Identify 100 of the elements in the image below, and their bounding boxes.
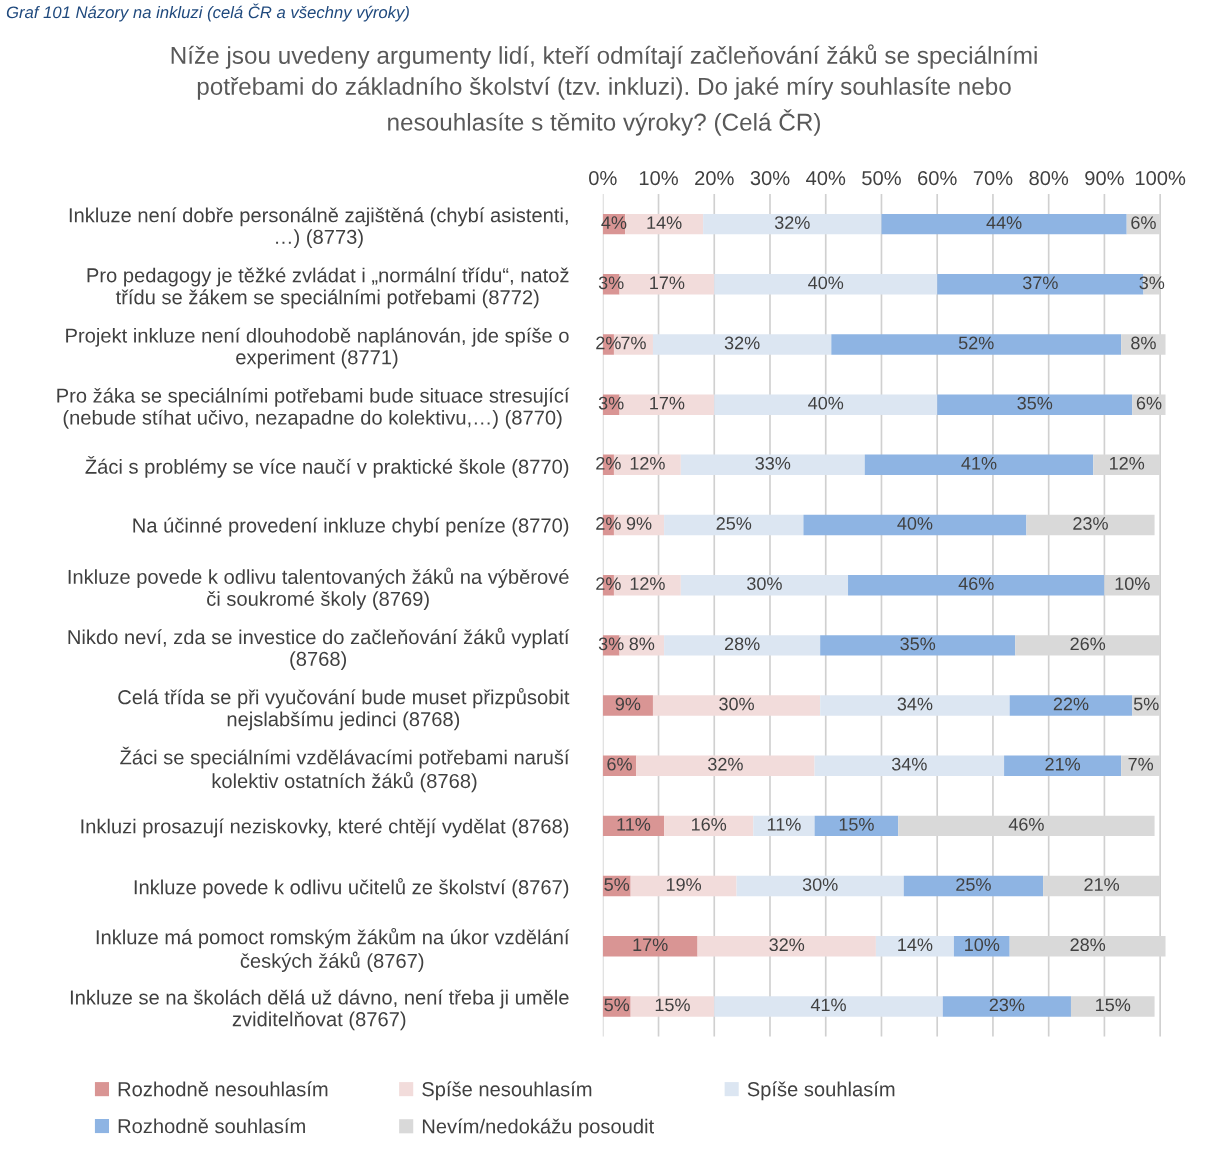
- data-label: 32%: [724, 336, 760, 350]
- data-label: 12%: [630, 577, 665, 590]
- legend-label: Rozhodně nesouhlasím: [118, 1081, 328, 1097]
- data-label: 34%: [897, 697, 933, 711]
- y-tick-label: Žáci s problémy se více naučí v praktické škole (8770): [85, 456, 569, 478]
- y-tick-label: Inkluzi prosazují neziskovky, které chtějí vydělat (8768): [81, 818, 569, 838]
- data-label: 6%: [1136, 396, 1162, 410]
- bar: [652, 695, 821, 716]
- y-tick-label: Inkluze má pomoct romským žákům na úkor vzdělání českých žáků (8767): [96, 927, 570, 972]
- y-tick-label: Pro žáka se speciálními potřebami bude situace stresující (nebude stíhat učivo, nezapadne do kolektivu,…) (8770): [57, 387, 570, 429]
- data-label: 2%: [596, 456, 621, 470]
- data-label: 52%: [958, 336, 994, 350]
- bar: [937, 394, 1133, 415]
- bar: [714, 996, 943, 1017]
- bar: [664, 514, 804, 536]
- data-label: 30%: [719, 697, 754, 711]
- data-label: 17%: [650, 276, 685, 290]
- legend-label: Spíše nesouhlasím: [422, 1081, 592, 1101]
- x-tick-label: 0%: [589, 170, 617, 186]
- data-label: 12%: [630, 456, 665, 470]
- data-label: 33%: [755, 456, 791, 470]
- bar: [630, 875, 737, 897]
- x-tick-label: 90%: [1085, 170, 1124, 186]
- x-tick-label: 30%: [750, 170, 790, 186]
- data-label: 7%: [621, 336, 646, 350]
- data-label: 6%: [1131, 216, 1156, 229]
- data-label: 2%: [596, 577, 621, 590]
- data-label: 8%: [629, 637, 655, 651]
- x-tick-label: 70%: [973, 170, 1013, 186]
- data-label: 17%: [650, 396, 685, 410]
- y-tick-label: Projekt inkluze není dlouhodobě naplánován, jde spíše o experiment (8771): [66, 327, 569, 369]
- bar: [848, 574, 1105, 596]
- y-tick-label: Inkluze se na školách dělá už dávno, není třeba ji uměle zviditelňovat (8767): [70, 989, 569, 1031]
- y-tick-label: Inkluze není dobře personálně zajištěná (chybí asistenti, …) (8773): [69, 207, 568, 249]
- data-label: 32%: [708, 757, 743, 771]
- data-label: 25%: [956, 878, 991, 891]
- data-label: 40%: [808, 276, 844, 290]
- data-label: 14%: [898, 938, 933, 952]
- data-label: 7%: [1128, 757, 1154, 771]
- legend-label: Rozhodně souhlasím: [118, 1118, 305, 1134]
- data-label: 30%: [802, 878, 838, 891]
- bar: [881, 213, 1127, 235]
- data-label: 32%: [774, 216, 810, 229]
- bar: [703, 213, 882, 235]
- bar: [664, 815, 754, 837]
- data-label: 21%: [1045, 757, 1081, 771]
- data-label: 2%: [596, 336, 621, 350]
- bar: [803, 514, 1027, 536]
- bar: [602, 936, 698, 957]
- x-tick-label: 100%: [1135, 170, 1186, 186]
- data-label: 6%: [607, 757, 632, 771]
- data-label: 34%: [891, 757, 927, 771]
- bar: [903, 875, 1044, 897]
- y-tick-label: Celá třída se při vyučování bude muset přizpůsobit nejslabšímu jedinci (8768): [118, 687, 570, 731]
- bar: [630, 996, 715, 1017]
- data-label: 2%: [596, 517, 621, 530]
- x-tick-label: 10%: [639, 170, 678, 186]
- bar: [664, 635, 821, 656]
- x-tick-label: 20%: [695, 170, 734, 186]
- bar: [680, 574, 849, 596]
- x-tick-label: 40%: [806, 170, 846, 186]
- data-label: 25%: [716, 517, 752, 530]
- data-label: 11%: [767, 818, 801, 831]
- legend-label: Nevím/nedokážu posoudit: [422, 1118, 654, 1138]
- bar: [714, 274, 938, 295]
- x-tick-label: 80%: [1029, 170, 1069, 186]
- data-label: 30%: [747, 577, 782, 591]
- data-label: 44%: [986, 216, 1022, 229]
- data-label: 28%: [724, 637, 760, 651]
- bar: [820, 635, 1016, 656]
- bar: [814, 755, 1005, 776]
- data-label: 17%: [633, 938, 668, 952]
- data-label: 40%: [808, 396, 844, 410]
- data-label: 5%: [604, 878, 630, 891]
- data-label: 3%: [1139, 276, 1165, 290]
- x-tick-label: 50%: [862, 170, 901, 186]
- y-tick-label: Pro pedagogy je těžké zvládat i „normální třídu“, natož třídu se žákem se speciálními potřebami (8772): [87, 267, 569, 309]
- bar: [1009, 695, 1133, 716]
- data-label: 22%: [1053, 697, 1089, 711]
- x-tick-label: 60%: [918, 170, 957, 186]
- bar: [697, 936, 876, 957]
- data-label: 9%: [626, 517, 652, 530]
- data-label: 46%: [958, 577, 994, 591]
- data-label: 15%: [1096, 998, 1131, 1012]
- data-label: 8%: [1131, 336, 1156, 350]
- bar: [864, 454, 1094, 476]
- data-label: 35%: [1017, 396, 1053, 410]
- data-label: 9%: [615, 697, 641, 711]
- data-label: 41%: [810, 998, 846, 1012]
- data-label: 40%: [897, 517, 933, 530]
- bar: [652, 334, 832, 355]
- data-label: 12%: [1110, 456, 1145, 470]
- bar: [680, 454, 865, 476]
- legend-label: Spíše souhlasím: [747, 1081, 895, 1101]
- data-label: 23%: [1073, 517, 1108, 530]
- data-label: 32%: [769, 938, 805, 952]
- data-label: 26%: [1070, 637, 1106, 651]
- data-label: 23%: [989, 998, 1025, 1012]
- data-label: 21%: [1084, 878, 1120, 891]
- y-tick-label: Inkluze povede k odlivu talentovaných žáků na výběrové či soukromé školy (8769): [68, 567, 569, 610]
